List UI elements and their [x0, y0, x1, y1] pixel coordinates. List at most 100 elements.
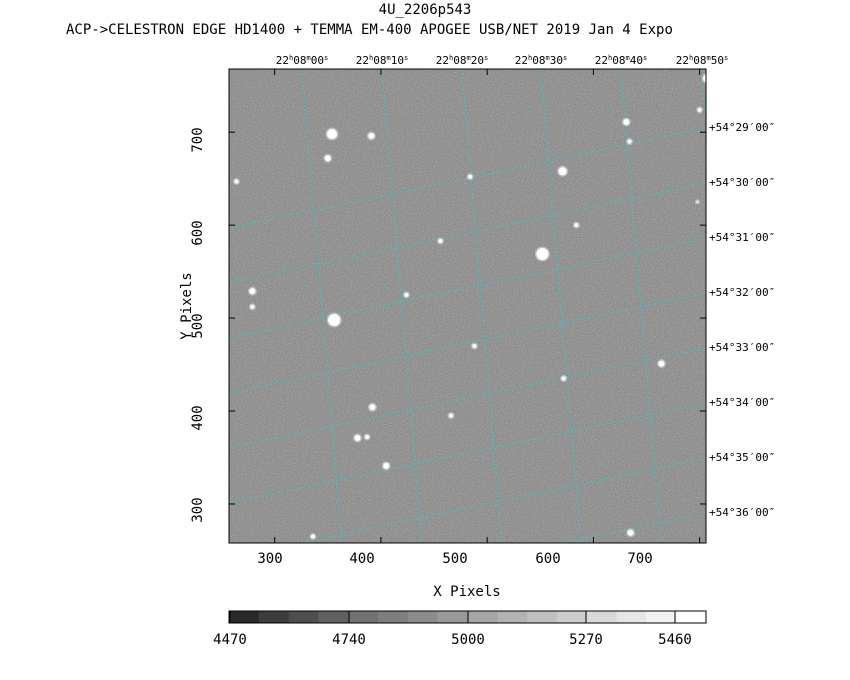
star: [365, 435, 370, 440]
star: [536, 247, 549, 260]
star: [623, 118, 630, 125]
star: [574, 223, 579, 228]
colorbar-swatch: [229, 611, 260, 623]
ra-label: 22h08m20s: [435, 54, 489, 67]
star: [250, 304, 255, 309]
dec-grid-line: [560, 512, 706, 543]
ra-grid-line: [620, 69, 662, 543]
dec-grid-line: [229, 292, 706, 394]
ra-grid-line: [461, 69, 503, 543]
star: [627, 139, 632, 144]
x-tick-label: 600: [535, 551, 561, 567]
ra-label: 22h08m00s: [275, 54, 329, 67]
star: [472, 343, 477, 348]
star: [310, 534, 315, 539]
colorbar-label: 4470: [213, 632, 247, 648]
ra-grid-line: [701, 69, 706, 123]
star: [328, 313, 341, 326]
x-tick-label: 400: [349, 551, 375, 567]
star: [696, 200, 699, 203]
star-field: [232, 72, 767, 544]
star: [234, 179, 239, 184]
dec-grid-line: [229, 127, 706, 229]
dec-label: +54°32′00″: [709, 286, 776, 299]
dec-grid-line: [229, 237, 706, 339]
star-halo: [754, 361, 767, 374]
dec-grid-line: [298, 457, 706, 543]
star: [449, 413, 454, 418]
colorbar-swatch: [258, 611, 290, 623]
colorbar-swatch: [348, 611, 379, 623]
colorbar-swatch: [646, 611, 677, 623]
dec-label: +54°34′00″: [709, 396, 776, 409]
star: [697, 107, 702, 112]
star: [368, 132, 375, 139]
star: [438, 238, 443, 243]
x-tick-label: 300: [257, 551, 283, 567]
y-tick-label: 300: [190, 497, 206, 523]
y-tick-label: 500: [190, 313, 206, 339]
colorbar-swatch: [467, 611, 498, 623]
star: [703, 74, 706, 83]
dec-label: +54°30′00″: [709, 176, 776, 189]
dec-label: +54°31′00″: [709, 231, 776, 244]
colorbar-swatch: [437, 611, 468, 623]
star: [369, 404, 376, 411]
colorbar-swatch: [497, 611, 528, 623]
star: [707, 536, 715, 544]
dec-label: +54°36′00″: [709, 506, 776, 519]
star: [738, 469, 742, 473]
star: [404, 292, 409, 297]
plot-frame: [228, 68, 707, 544]
axis-ticks: [229, 69, 706, 543]
star: [627, 529, 634, 536]
star: [755, 362, 765, 372]
star-halo: [705, 538, 706, 542]
colorbar: [228, 610, 707, 624]
x-axis-label: X Pixels: [433, 584, 501, 600]
colorbar-swatch: [407, 611, 439, 623]
star: [354, 434, 361, 441]
star-halo: [736, 468, 743, 475]
colorbar-label: 5000: [451, 632, 485, 648]
colorbar-swatch: [676, 611, 707, 623]
star: [561, 376, 566, 381]
colorbar-swatch: [586, 611, 618, 623]
star: [327, 129, 338, 140]
colorbar-swatch: [288, 611, 319, 623]
colorbar-label: 4740: [332, 632, 366, 648]
plot-subtitle: ACP->CELESTRON EDGE HD1400 + TEMMA EM-40…: [66, 22, 673, 38]
y-tick-label: 400: [190, 405, 206, 431]
star: [383, 462, 390, 469]
star: [658, 360, 665, 367]
star: [324, 155, 331, 162]
ra-label: 22h08m50s: [675, 54, 729, 67]
coordinate-grid: [229, 69, 706, 543]
colorbar-swatch: [556, 611, 588, 623]
ra-label: 22h08m10s: [355, 54, 409, 67]
ra-grid-line: [301, 69, 343, 543]
colorbar-swatch: [318, 611, 349, 623]
colorbar-swatch: [378, 611, 409, 623]
colorbar-swatch: [527, 611, 558, 623]
star: [249, 288, 256, 295]
dec-label: +54°29′00″: [709, 121, 776, 134]
sky-noise: [229, 69, 706, 543]
x-tick-label: 500: [442, 551, 468, 567]
colorbar-swatch: [616, 611, 647, 623]
star: [468, 174, 473, 179]
dec-label: +54°35′00″: [709, 451, 776, 464]
x-tick-label: 700: [627, 551, 653, 567]
dec-grid-line: [229, 347, 706, 449]
ra-grid-line: [540, 69, 582, 543]
y-tick-label: 700: [190, 127, 206, 153]
ra-label: 22h08m30s: [514, 54, 568, 67]
colorbar-label: 5270: [569, 632, 603, 648]
plot-title: 4U_2206p543: [378, 2, 472, 18]
dec-grid-line: [229, 402, 706, 504]
y-tick-label: 600: [190, 220, 206, 246]
star: [558, 167, 567, 176]
colorbar-label: 5460: [658, 632, 692, 648]
ra-label: 22h08m40s: [594, 54, 648, 67]
